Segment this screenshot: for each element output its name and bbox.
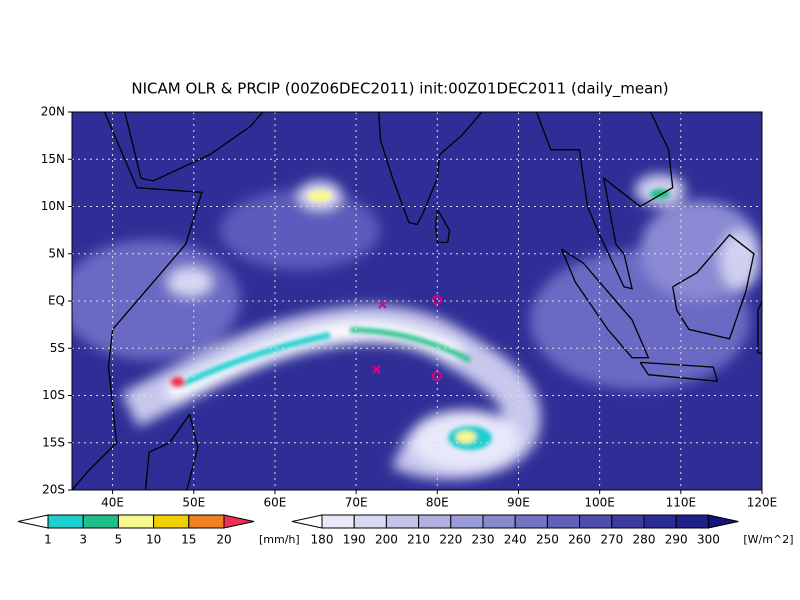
colorbar-unit: [W/m^2] — [743, 533, 793, 546]
colorbars: 1 3 5 10 15 20 [mm/h] 180 190 200 210 220 230 240 250 2… — [17, 514, 794, 547]
lon-tick-label: 110E — [666, 496, 697, 510]
coastline — [435, 208, 451, 244]
colorbar-label: 280 — [633, 533, 656, 547]
colorbar-label: 290 — [665, 533, 688, 547]
map-area — [72, 112, 762, 490]
coastline — [560, 248, 650, 359]
lat-tick-label: 20S — [42, 483, 65, 497]
colorbar-box — [546, 514, 581, 529]
colorbar-box — [117, 514, 155, 529]
colorbar-label: 250 — [536, 533, 559, 547]
colorbar-label: 1 — [44, 533, 52, 547]
lon-tick-label: 50E — [182, 496, 205, 510]
colorbar-label: 15 — [181, 533, 196, 547]
lat-tick-label: 15S — [42, 435, 65, 449]
colorbar-end — [223, 514, 255, 529]
coastline — [757, 299, 762, 354]
colorbar-label: 190 — [343, 533, 366, 547]
lon-tick-label: 120E — [747, 496, 778, 510]
colorbar-label: 210 — [407, 533, 430, 547]
coastline — [373, 112, 483, 226]
colorbar-box — [82, 514, 119, 529]
grid: 40E 50E 60E 70E 80E 90E 100E 110E 120E 20N 15N 10N 5… — [41, 105, 778, 510]
lon-tick-label: 60E — [264, 496, 287, 510]
coastline — [535, 112, 674, 290]
colorbar-label: 180 — [311, 533, 334, 547]
lat-tick-label: 5S — [50, 341, 65, 355]
lon-tick-label: 90E — [507, 496, 530, 510]
colorbar-end — [291, 514, 323, 529]
colorbar-box — [482, 514, 516, 529]
colorbar-label: 5 — [115, 533, 123, 547]
lon-tick-label: 80E — [426, 496, 449, 510]
colorbar-unit: [mm/h] — [259, 533, 300, 546]
colorbar-box — [579, 514, 613, 529]
colorbar-label: 270 — [600, 533, 623, 547]
colorbar-box — [385, 514, 420, 529]
colorbar-box — [321, 514, 355, 529]
colorbar-box — [675, 514, 709, 529]
colorbar-label: 230 — [472, 533, 495, 547]
colorbar-box — [418, 514, 452, 529]
colorbar-end — [17, 514, 49, 529]
colorbar-label: 300 — [697, 533, 720, 547]
precip-field — [171, 189, 670, 450]
colorbar-box — [611, 514, 645, 529]
lon-tick-label: 40E — [101, 496, 124, 510]
lat-tick-label: EQ — [48, 294, 65, 308]
colorbar-label: 260 — [568, 533, 591, 547]
colorbar-label: 240 — [504, 533, 527, 547]
coastline — [124, 112, 264, 182]
colorbar-label: 10 — [146, 533, 161, 547]
colorbar-label: 220 — [439, 533, 462, 547]
colorbar-box — [153, 514, 190, 529]
lat-tick-label: 15N — [41, 152, 65, 166]
colorbar-box — [450, 514, 484, 529]
title: NICAM OLR & PRCIP (00Z06DEC2011) init:00… — [131, 80, 668, 99]
lat-tick-label: 5N — [48, 246, 65, 260]
map-frame — [71, 111, 763, 491]
coastline — [639, 361, 719, 383]
colorbar-box — [353, 514, 387, 529]
colorbar-label: 20 — [216, 533, 231, 547]
colorbar-label: 3 — [79, 533, 87, 547]
colorbar-box — [188, 514, 225, 529]
colorbar-box — [47, 514, 84, 529]
lat-tick-label: 10S — [42, 388, 65, 402]
lon-tick-label: 100E — [584, 496, 615, 510]
colorbar-box — [514, 514, 548, 529]
colorbar-label: 200 — [375, 533, 398, 547]
lon-tick-label: 70E — [345, 496, 368, 510]
colorbar-end — [707, 514, 739, 529]
colorbar-box — [643, 514, 677, 529]
lat-tick-label: 10N — [41, 199, 65, 213]
lat-tick-label: 20N — [41, 105, 65, 119]
